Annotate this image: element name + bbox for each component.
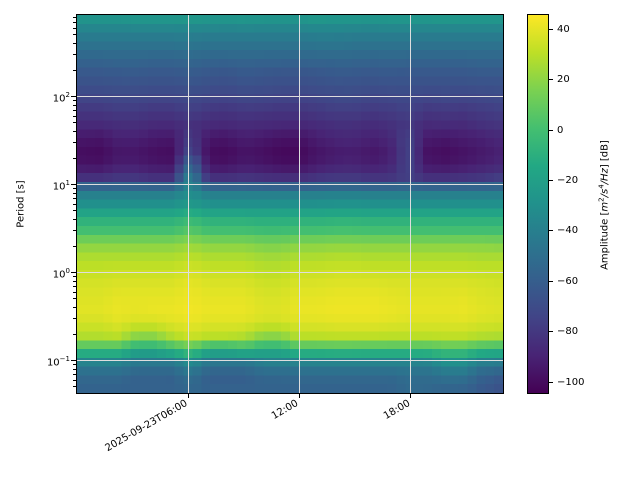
colorbar-tick (549, 79, 553, 80)
y-minor-tick (73, 364, 76, 365)
y-tick-label: 102 (28, 89, 70, 105)
y-minor-tick (73, 100, 76, 101)
x-tick-label: 12:00 (270, 398, 301, 422)
colorbar-tick-label: −100 (557, 376, 585, 388)
grid-line-horizontal (77, 360, 503, 361)
y-minor-tick (73, 298, 76, 299)
y-tick-exponent: −1 (59, 355, 70, 363)
y-minor-tick (73, 246, 76, 247)
y-minor-tick (73, 188, 76, 189)
colorbar-tick-label: 40 (557, 23, 570, 35)
y-minor-tick (73, 369, 76, 370)
y-tick-label: 100 (28, 265, 70, 281)
colorbar-tick (549, 382, 553, 383)
y-minor-tick (73, 230, 76, 231)
y-minor-tick (73, 22, 76, 23)
x-tick-label: 2025-09-23T06:00 (103, 398, 190, 455)
cbar-label-suffix: ] [dB] (599, 140, 611, 169)
x-major-tick (299, 394, 300, 398)
y-minor-tick (73, 28, 76, 29)
grid-line-vertical (188, 15, 190, 393)
cbar-label-sup4: 4 (597, 184, 606, 189)
y-tick-exponent: 2 (65, 91, 70, 99)
colorbar-tick-label: −20 (557, 175, 579, 187)
y-minor-tick (73, 198, 76, 199)
cbar-label-s: /s (599, 188, 611, 198)
y-minor-tick (73, 54, 76, 55)
grid-line-horizontal (77, 272, 503, 273)
y-minor-tick (73, 158, 76, 159)
y-tick-label: 101 (28, 177, 70, 193)
colorbar-tick (549, 331, 553, 332)
y-major-tick (71, 184, 76, 185)
y-minor-tick (73, 334, 76, 335)
plot-area (76, 14, 504, 394)
y-minor-tick (73, 281, 76, 282)
y-minor-tick (73, 34, 76, 35)
y-tick-base: 10 (52, 269, 66, 281)
y-minor-tick (73, 193, 76, 194)
colorbar-tick (549, 130, 553, 131)
cbar-label-prefix: Amplitude [ (599, 211, 611, 270)
y-major-tick (71, 360, 76, 361)
colorbar-tick-label: −60 (557, 275, 579, 287)
y-minor-tick (73, 210, 76, 211)
y-minor-tick (73, 70, 76, 71)
y-minor-tick (73, 307, 76, 308)
y-major-tick (71, 272, 76, 273)
colorbar-tick-label: −40 (557, 225, 579, 237)
cbar-label-sup2: 2 (597, 197, 606, 202)
colorbar-label: Amplitude [m2/s4/Hz] [dB] (597, 140, 610, 270)
y-minor-tick (73, 380, 76, 381)
y-minor-tick (73, 318, 76, 319)
colorbar-tick (549, 230, 553, 231)
colorbar (527, 14, 549, 394)
grid-line-horizontal (77, 96, 503, 97)
y-tick-base: 10 (46, 357, 60, 369)
x-tick-label: 18:00 (381, 398, 412, 422)
y-minor-tick (73, 292, 76, 293)
x-major-tick (188, 394, 189, 398)
y-minor-tick (73, 131, 76, 132)
y-minor-tick (73, 17, 76, 18)
y-minor-tick (73, 276, 76, 277)
y-minor-tick (73, 386, 76, 387)
colorbar-gradient (528, 15, 548, 393)
colorbar-tick-label: 20 (557, 74, 570, 86)
y-minor-tick (73, 43, 76, 44)
grid-line-horizontal (77, 184, 503, 185)
grid-line-vertical (410, 15, 412, 393)
colorbar-tick (549, 29, 553, 30)
y-minor-tick (73, 110, 76, 111)
colorbar-tick (549, 180, 553, 181)
y-minor-tick (73, 116, 76, 117)
y-minor-tick (73, 122, 76, 123)
colorbar-tick-label: 0 (557, 124, 564, 136)
y-minor-tick (73, 219, 76, 220)
grid-line-vertical (299, 15, 301, 393)
y-tick-exponent: 1 (65, 179, 70, 187)
y-minor-tick (73, 286, 76, 287)
y-minor-tick (73, 105, 76, 106)
y-minor-tick (73, 142, 76, 143)
spectrogram-heatmap (77, 15, 503, 393)
y-minor-tick (73, 204, 76, 205)
cbar-label-m: m (599, 201, 611, 212)
x-major-tick (410, 394, 411, 398)
cbar-label-hz: /Hz (599, 168, 611, 185)
y-tick-exponent: 0 (65, 267, 70, 275)
y-major-tick (71, 96, 76, 97)
y-tick-label: 10−1 (28, 353, 70, 369)
y-minor-tick (73, 374, 76, 375)
y-tick-base: 10 (52, 181, 66, 193)
colorbar-tick (549, 281, 553, 282)
y-tick-base: 10 (52, 93, 66, 105)
y-axis-label: Period [s] (15, 180, 27, 228)
colorbar-tick-label: −80 (557, 326, 579, 338)
